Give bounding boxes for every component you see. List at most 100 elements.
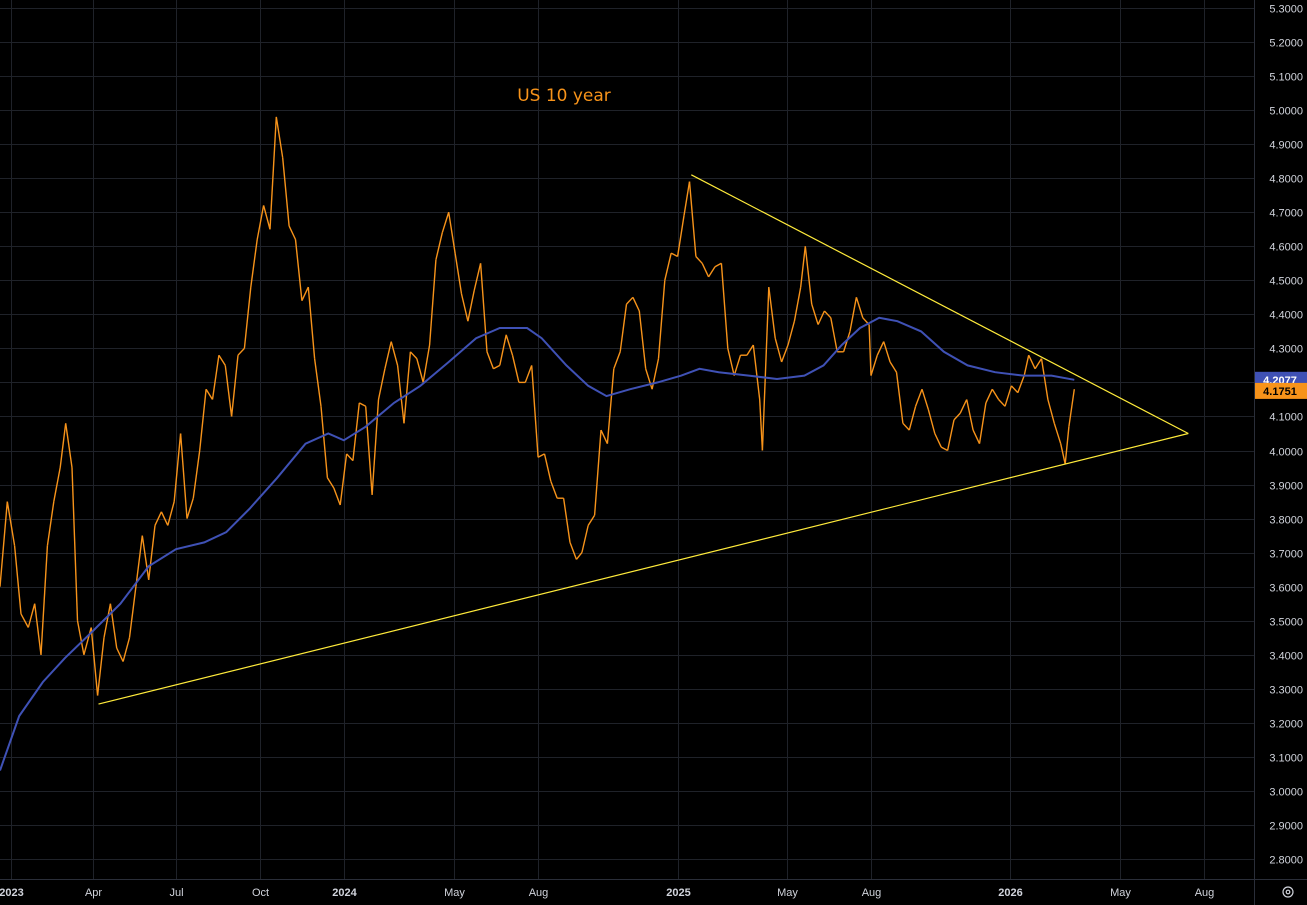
price-segment [211,355,220,400]
price-segment [991,388,1000,400]
x-tick-label: May [1110,887,1131,899]
y-tick-label: 3.7000 [1269,549,1303,561]
price-segment [454,252,463,295]
price-segment [224,365,233,417]
price-segment [53,467,61,502]
price-segment [179,433,188,519]
price-segment [934,433,942,448]
price-segment [889,361,898,373]
price-segment [256,205,265,240]
price-segment [746,344,754,356]
price-segment [664,252,672,281]
price-segment [262,205,271,230]
price-segment [575,552,583,560]
price-segment [701,263,710,278]
price-axis[interactable]: 5.3000 5.2000 5.1000 5.0000 4.9000 4.8000 4.70… [1254,0,1304,905]
price-segment [103,603,112,638]
x-tick-label: Jul [169,887,183,899]
x-tick-label: Aug [529,887,549,899]
price-segment [416,358,424,383]
y-tick-label: 5.0000 [1269,106,1303,118]
support-trendline[interactable] [98,432,1189,705]
price-segment [275,116,284,158]
price-segment [670,252,678,258]
price-segment [90,627,99,696]
price-segment [625,296,634,305]
price-segment [371,399,380,495]
price-segment [109,603,118,649]
price-segment [946,419,955,451]
trendlines[interactable] [98,174,1189,705]
y-tick-label: 4.6000 [1269,242,1303,254]
price-segment [1017,375,1025,393]
price-segment [205,388,214,400]
price-segment [377,368,386,400]
price-segment [250,239,258,288]
price-segment [593,430,602,516]
price-segment [870,354,878,376]
price-segment [537,453,545,458]
price-segment [657,280,666,359]
y-tick-label: 4.7000 [1269,208,1303,220]
price-segment [902,422,910,431]
price-segment [122,637,131,662]
price-segment [1004,385,1013,407]
price-segment [676,215,685,257]
price-segment [587,514,596,526]
price-segment [1034,358,1043,370]
price-segment [313,358,322,407]
price-segment [148,525,156,580]
price-segment [817,310,826,325]
price-segment [199,389,207,451]
price-segment [787,321,796,346]
x-tick-label: 2024 [332,887,357,899]
price-segment [1047,399,1055,424]
resistance-trendline[interactable] [691,174,1189,435]
price-segment [543,453,552,482]
x-tick-label: May [777,887,798,899]
price-segment [13,545,22,614]
y-tick-label: 5.3000 [1269,4,1303,16]
price-segment [320,406,329,478]
price-segment [301,286,309,301]
price-segment [883,341,891,363]
price-segment [505,334,514,356]
price-segment [569,542,578,560]
price-segment [27,603,36,628]
time-axis[interactable]: 2023 Apr Jul Oct 2024 May Aug 2025 May Aug 2026 May… [0,879,1307,900]
price-segment [759,399,764,451]
price-segment [708,266,716,278]
y-tick-label: 4.8000 [1269,174,1303,186]
price-segment [237,347,245,356]
price-segment [1068,389,1075,427]
x-tick-label: Apr [85,887,102,899]
price-segment [365,406,373,495]
price-segment [493,364,501,370]
price-segment [384,341,392,369]
chart-settings-icon[interactable] [1282,886,1294,898]
price-segment [830,317,838,352]
y-tick-label: 3.2000 [1269,719,1303,731]
price-segment [358,402,367,407]
price-segment [441,211,450,233]
price-segment [116,647,124,662]
price-segment [96,637,105,696]
price-segment [940,446,948,452]
price-segment [288,225,297,240]
price-segment [0,501,8,587]
price-segment [606,368,615,444]
price-segment [524,365,533,383]
price-segment [774,338,783,363]
x-tick-label: May [444,887,465,899]
y-tick-label: 3.3000 [1269,685,1303,697]
price-segment [473,263,482,291]
x-tick-label: Aug [1195,887,1215,899]
price-segment [428,259,437,346]
price-segment [804,246,813,305]
price-segment [141,535,150,581]
price-segment [531,365,539,458]
price-segment [895,372,904,424]
price-segment [780,344,789,363]
